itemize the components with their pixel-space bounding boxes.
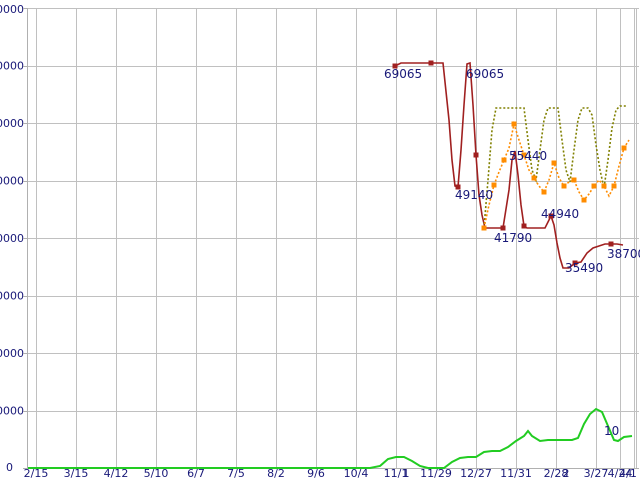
series-marker-orange-dotted (521, 152, 527, 158)
series-line-olive-dotted (483, 105, 626, 229)
series-marker-orange-dotted (581, 197, 587, 203)
data-point-labels: 69065 69065 49140 55440 41790 44940 35490 38700… (384, 67, 640, 438)
series-marker-orange-dotted (621, 145, 627, 151)
series-marker-orange-dotted (601, 183, 607, 189)
y-axis-tick-labels: 0 10000 20000 30000 40000 50000 60000 70000 8000… (0, 3, 27, 474)
y-axis-tick-label: 40000 (0, 232, 24, 245)
series-marker-orange-dotted (561, 183, 567, 189)
x-axis-tick-label: 10/4 (344, 467, 369, 480)
series-marker-dark-red-solid (572, 260, 578, 266)
x-axis-tick-label: 4/1 (619, 467, 637, 480)
x-axis-tick-label: 6/7 (187, 467, 205, 480)
y-axis-tick-label: 50000 (0, 175, 24, 188)
x-axis-tick-label: 4/24 (608, 467, 633, 480)
data-point-label: 55440 (509, 149, 547, 163)
series-marker-orange-dotted (491, 182, 497, 188)
series-lines (28, 60, 633, 469)
series-marker-orange-dotted (591, 183, 597, 189)
series-marker-dark-red-solid (428, 60, 434, 66)
series-marker-orange-dotted (551, 160, 557, 166)
x-axis-tick-label: 2/15 (24, 467, 49, 480)
y-axis-tick-label: 70000 (0, 60, 24, 73)
series-marker-dark-red-solid (608, 241, 614, 247)
x-axis-tick-label: 11/29 (420, 467, 452, 480)
y-axis-tick-label: 0 (6, 461, 13, 474)
series-marker-orange-dotted (511, 121, 517, 127)
x-axis-tick-label: 12/27 (460, 467, 492, 480)
series-marker-dark-red-solid (521, 223, 527, 229)
series-marker-orange-dotted (501, 157, 507, 163)
y-axis-tick-label: 10000 (0, 405, 24, 418)
series-marker-orange-dotted (611, 183, 617, 189)
x-axis-tick-label: 11/1 (384, 467, 409, 480)
y-axis-tick-label: 80000 (0, 3, 24, 16)
x-axis-tick-label: 9/6 (307, 467, 325, 480)
series-marker-dark-red-solid (455, 184, 461, 190)
grid-lines (27, 8, 639, 468)
x-axis-tick-label: 2 (563, 467, 570, 480)
x-axis-tick-label: 2/28 (544, 467, 569, 480)
series-marker-orange-dotted (541, 189, 547, 195)
data-point-label: 49140 (455, 188, 493, 202)
x-axis-tick-label: 11/31 (500, 467, 532, 480)
data-point-label: 35490 (565, 261, 603, 275)
x-axis-tick-label: 3/27 (584, 467, 609, 480)
x-axis-tick-labels: 2/15 3/15 4/12 5/10 6/7 7/5 8/2 9/6 10/4 11/11 11/… (24, 467, 637, 480)
x-axis-tick-label: 8/2 (267, 467, 285, 480)
series-marker-orange-dotted (571, 177, 577, 183)
data-point-label: 69065 (384, 67, 422, 81)
series-marker-dark-red-solid (500, 225, 506, 231)
series-marker-dark-red-solid (548, 213, 554, 219)
series-marker-dark-red-solid (473, 152, 479, 158)
x-axis-tick-label: 4/12 (104, 467, 129, 480)
series-line-green-solid (28, 407, 633, 469)
y-axis-tick-label: 20000 (0, 347, 24, 360)
series-marker-orange-dotted (481, 225, 487, 231)
x-axis-tick-label: 7/5 (227, 467, 245, 480)
x-axis-tick-label: 3/15 (64, 467, 89, 480)
data-point-label: 38700 (607, 247, 640, 261)
y-axis-tick-label: 30000 (0, 290, 24, 303)
x-axis-tick-label: 1 (403, 467, 410, 480)
series-marker-orange-dotted (531, 175, 537, 181)
data-point-label: 41790 (494, 231, 532, 245)
x-axis-tick-label: 5/10 (144, 467, 169, 480)
data-point-label: 69065 (466, 67, 504, 81)
data-point-label: 44940 (541, 207, 579, 221)
series-marker-dark-red-solid (392, 63, 398, 69)
y-axis-tick-label: 60000 (0, 117, 24, 130)
data-point-label: 10 (604, 424, 619, 438)
